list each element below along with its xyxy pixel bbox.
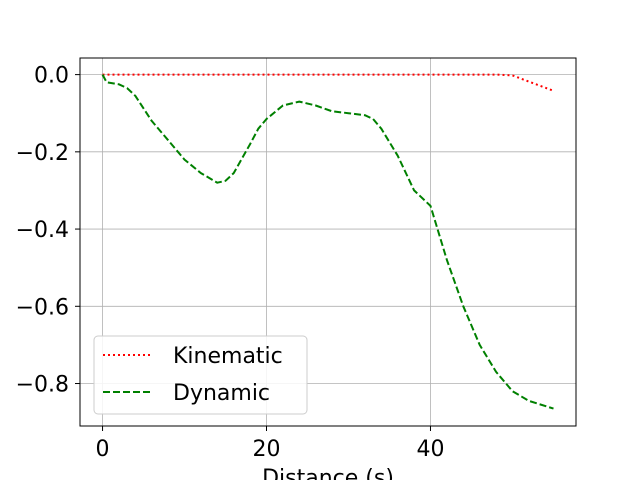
legend: Kinematic Dynamic xyxy=(93,335,308,415)
axis-ticks: 0 20 40 0.0 −0.2 −0.4 −0.6 −0.8 xyxy=(16,64,445,462)
x-tick-label: 0 xyxy=(96,437,110,462)
y-tick-label: −0.4 xyxy=(16,218,69,243)
legend-box xyxy=(93,335,308,415)
plot-area-frame xyxy=(79,57,577,427)
y-tick-label: 0.0 xyxy=(34,64,69,89)
y-tick-label: −0.2 xyxy=(16,141,69,166)
series-line-kinematic xyxy=(102,73,554,92)
x-tick-label: 40 xyxy=(416,437,444,462)
x-tick-label: 20 xyxy=(253,437,281,462)
x-axis-label: Distance (s) xyxy=(262,466,394,480)
legend-label-kinematic: Kinematic xyxy=(173,344,283,369)
series-lines xyxy=(101,73,554,410)
y-tick-label: −0.8 xyxy=(16,373,69,398)
y-tick-label: −0.6 xyxy=(16,295,69,320)
series-line-dynamic xyxy=(101,74,554,410)
legend-label-dynamic: Dynamic xyxy=(173,381,270,406)
